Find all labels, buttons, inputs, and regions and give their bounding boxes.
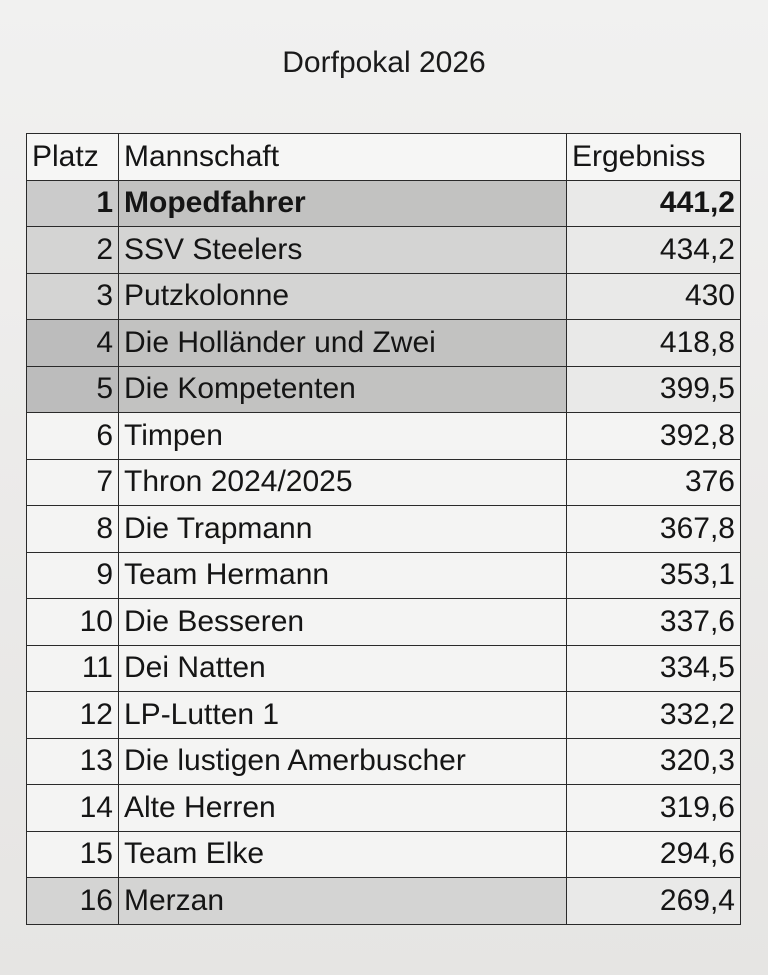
header-mannschaft: Mannschaft (118, 133, 567, 181)
rank-cell: 1 (26, 179, 119, 227)
team-name-cell: Team Hermann (118, 551, 567, 599)
table-row: 7 Thron 2024/2025 376 (26, 458, 741, 506)
table-row: 2 SSV Steelers 434,2 (26, 226, 741, 274)
score-cell: 430 (566, 272, 741, 320)
rank-cell: 6 (26, 412, 119, 460)
table-row: 1 Mopedfahrer 441,2 (26, 179, 741, 227)
table-row: 8 Die Trapmann 367,8 (26, 505, 741, 553)
header-ergebniss: Ergebniss (566, 133, 741, 181)
rank-cell: 11 (26, 644, 119, 692)
score-cell: 392,8 (566, 412, 741, 460)
team-name-cell: Die lustigen Amerbuscher (118, 737, 567, 785)
rank-cell: 4 (26, 319, 119, 367)
team-name-cell: Mopedfahrer (118, 179, 567, 227)
rank-cell: 8 (26, 505, 119, 553)
table-row: 15 Team Elke 294,6 (26, 830, 741, 878)
table-header-row: Platz Mannschaft Ergebniss (26, 133, 741, 181)
score-cell: 441,2 (566, 179, 741, 227)
team-name-cell: Die Kompetenten (118, 365, 567, 413)
score-cell: 334,5 (566, 644, 741, 692)
table-row: 16 Merzan 269,4 (26, 877, 741, 925)
score-cell: 337,6 (566, 598, 741, 646)
table-row: 11 Dei Natten 334,5 (26, 644, 741, 692)
score-cell: 353,1 (566, 551, 741, 599)
header-platz: Platz (26, 133, 119, 181)
score-cell: 319,6 (566, 784, 741, 832)
rank-cell: 7 (26, 458, 119, 506)
team-name-cell: Merzan (118, 877, 567, 925)
team-name-cell: Die Holländer und Zwei (118, 319, 567, 367)
table-row: 10 Die Besseren 337,6 (26, 598, 741, 646)
rank-cell: 3 (26, 272, 119, 320)
table-row: 12 LP-Lutten 1 332,2 (26, 691, 741, 739)
score-cell: 320,3 (566, 737, 741, 785)
score-cell: 332,2 (566, 691, 741, 739)
document-title: Dorfpokal 2026 (282, 46, 486, 79)
rank-cell: 16 (26, 877, 119, 925)
score-cell: 434,2 (566, 226, 741, 274)
rank-cell: 15 (26, 830, 119, 878)
rank-cell: 10 (26, 598, 119, 646)
score-cell: 376 (566, 458, 741, 506)
team-name-cell: Thron 2024/2025 (118, 458, 567, 506)
score-cell: 418,8 (566, 319, 741, 367)
rank-cell: 12 (26, 691, 119, 739)
table-row: 14 Alte Herren 319,6 (26, 784, 741, 832)
rank-cell: 5 (26, 365, 119, 413)
team-name-cell: Die Besseren (118, 598, 567, 646)
results-table: Platz Mannschaft Ergebniss 1 Mopedfahrer 4… (26, 133, 741, 925)
team-name-cell: Die Trapmann (118, 505, 567, 553)
team-name-cell: Alte Herren (118, 784, 567, 832)
score-cell: 294,6 (566, 830, 741, 878)
rank-cell: 14 (26, 784, 119, 832)
team-name-cell: Dei Natten (118, 644, 567, 692)
table-row: 4 Die Holländer und Zwei 418,8 (26, 319, 741, 367)
rank-cell: 9 (26, 551, 119, 599)
rank-cell: 13 (26, 737, 119, 785)
score-cell: 367,8 (566, 505, 741, 553)
score-cell: 399,5 (566, 365, 741, 413)
team-name-cell: SSV Steelers (118, 226, 567, 274)
team-name-cell: Timpen (118, 412, 567, 460)
table-row: 3 Putzkolonne 430 (26, 272, 741, 320)
rank-cell: 2 (26, 226, 119, 274)
table-row: 5 Die Kompetenten 399,5 (26, 365, 741, 413)
team-name-cell: Team Elke (118, 830, 567, 878)
table-row: 6 Timpen 392,8 (26, 412, 741, 460)
team-name-cell: Putzkolonne (118, 272, 567, 320)
table-row: 9 Team Hermann 353,1 (26, 551, 741, 599)
score-cell: 269,4 (566, 877, 741, 925)
table-row: 13 Die lustigen Amerbuscher 320,3 (26, 737, 741, 785)
team-name-cell: LP-Lutten 1 (118, 691, 567, 739)
